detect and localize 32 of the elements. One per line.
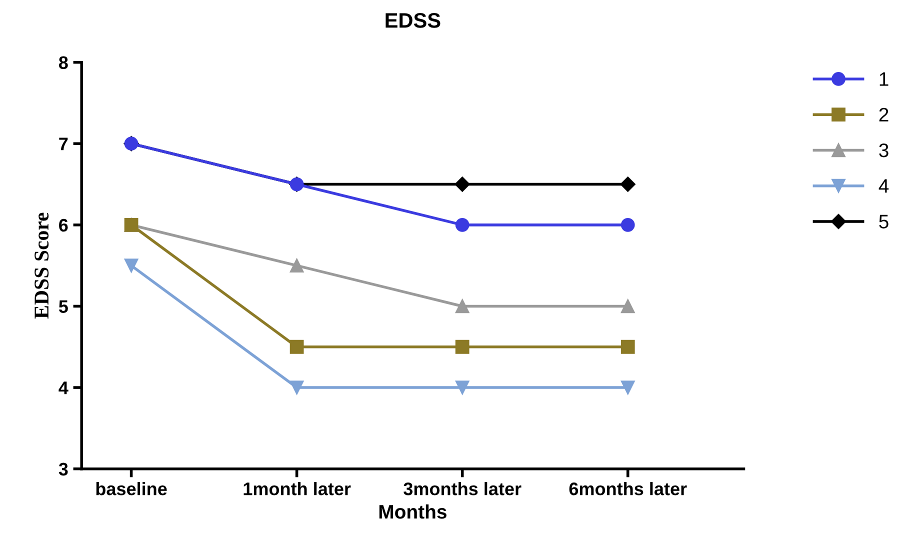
y-tick-label: 5 (58, 300, 68, 313)
legend-label: 3 (879, 143, 888, 158)
legend-label: 5 (879, 214, 888, 228)
x-axis-title: Months (379, 504, 446, 519)
x-tick-label: 3months later (404, 482, 522, 496)
point (455, 380, 470, 394)
point (455, 299, 470, 314)
legend-label: 2 (879, 108, 888, 122)
point (455, 340, 470, 354)
x-tick-label: 1month later (244, 482, 351, 496)
chart-title: EDSS (386, 13, 440, 28)
point (290, 340, 304, 354)
y-axis-title: EDSS Score (34, 212, 49, 319)
y-tick-label: 6 (59, 218, 68, 232)
point (620, 218, 635, 232)
point (290, 258, 304, 273)
point (620, 299, 635, 314)
point (620, 340, 635, 354)
x-tick-label: 6months later (569, 482, 687, 496)
point (455, 218, 470, 232)
legend-label: 4 (878, 179, 889, 193)
point (454, 176, 470, 192)
x-tick-label: baseline (96, 482, 167, 496)
point (620, 380, 635, 394)
y-tick-label: 4 (58, 382, 68, 394)
point (124, 258, 138, 273)
y-tick-label: 7 (59, 138, 68, 150)
y-tick-label: 8 (58, 56, 68, 70)
legend-label: 1 (880, 72, 888, 86)
point (290, 380, 304, 394)
y-tick-label: 3 (58, 462, 68, 476)
point (620, 176, 636, 192)
